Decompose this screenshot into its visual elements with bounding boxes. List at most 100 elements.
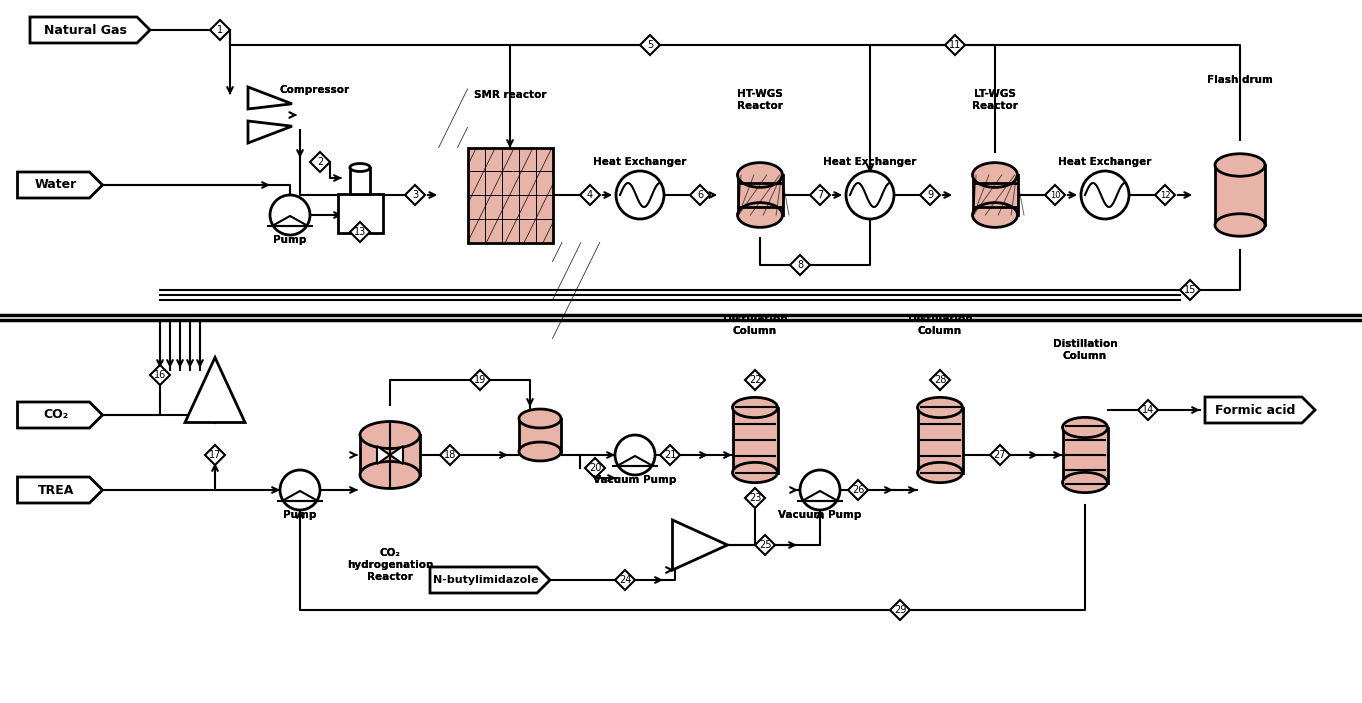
Polygon shape [1155,185,1175,205]
Text: SMR reactor: SMR reactor [474,90,546,100]
Text: CO₂: CO₂ [44,408,68,422]
Text: 20: 20 [588,463,601,473]
Polygon shape [810,185,829,205]
Polygon shape [755,535,775,555]
Polygon shape [470,370,490,390]
Polygon shape [1205,397,1314,423]
Text: Distillation
Column: Distillation Column [1053,340,1117,361]
Polygon shape [745,370,765,390]
Text: Distillation
Column: Distillation Column [1053,340,1117,361]
Polygon shape [640,35,661,55]
Text: 15: 15 [1184,285,1196,295]
Ellipse shape [972,202,1017,227]
Ellipse shape [519,409,561,428]
Polygon shape [440,445,460,465]
Polygon shape [661,445,680,465]
Text: CO₂
hydrogenation
Reactor: CO₂ hydrogenation Reactor [347,548,433,581]
Text: 11: 11 [949,40,962,50]
Polygon shape [405,185,425,205]
Circle shape [281,470,320,510]
Ellipse shape [737,202,783,227]
Text: HT-WGS
Reactor: HT-WGS Reactor [737,89,783,111]
Text: HT-WGS
Reactor: HT-WGS Reactor [737,89,783,111]
Text: Vacuum Pump: Vacuum Pump [778,510,862,520]
Bar [972,175,1017,215]
Ellipse shape [1215,214,1265,236]
Text: 12: 12 [1160,191,1170,200]
Ellipse shape [737,162,783,188]
Polygon shape [185,358,245,423]
Polygon shape [30,17,150,43]
Circle shape [616,171,665,219]
Text: SMR reactor: SMR reactor [474,90,546,100]
Bar [737,175,783,215]
Ellipse shape [733,397,778,418]
Polygon shape [390,446,403,464]
Ellipse shape [360,461,419,489]
Polygon shape [930,370,951,390]
Text: 21: 21 [663,450,676,460]
Polygon shape [248,121,291,143]
Polygon shape [849,480,868,500]
Text: 22: 22 [749,375,761,385]
Text: 19: 19 [474,375,486,385]
Polygon shape [210,20,230,40]
Ellipse shape [972,162,1017,188]
Polygon shape [802,491,838,501]
Text: Heat Exchanger: Heat Exchanger [594,157,686,167]
Text: Flash drum: Flash drum [1207,75,1273,85]
Polygon shape [1139,400,1158,420]
Text: 9: 9 [928,190,933,200]
Text: 13: 13 [354,227,366,237]
Text: 5: 5 [647,40,654,50]
Text: Natural Gas: Natural Gas [44,23,127,37]
Ellipse shape [519,442,561,461]
Polygon shape [691,185,710,205]
Text: Vacuum Pump: Vacuum Pump [594,475,677,485]
Text: Distillation
Column: Distillation Column [723,314,787,336]
Ellipse shape [1062,418,1107,438]
Polygon shape [790,255,810,275]
Polygon shape [1179,280,1200,300]
Text: 7: 7 [817,190,823,200]
Text: 17: 17 [208,450,221,460]
Bar [1062,427,1107,482]
Text: Flash drum: Flash drum [1207,75,1273,85]
Polygon shape [617,456,652,466]
Text: 1: 1 [217,25,223,35]
Ellipse shape [918,463,963,483]
Bar [733,408,778,472]
Polygon shape [919,185,940,205]
Polygon shape [350,222,370,242]
Text: Pump: Pump [283,510,317,520]
Text: 10: 10 [1050,191,1060,200]
Text: Heat Exchanger: Heat Exchanger [594,157,686,167]
Text: Vacuum Pump: Vacuum Pump [778,510,862,520]
Ellipse shape [733,463,778,483]
Text: Pump: Pump [274,235,306,245]
Text: 29: 29 [893,605,906,615]
Ellipse shape [350,164,370,172]
Bar [1215,165,1265,225]
Text: 26: 26 [851,485,864,495]
Text: 28: 28 [934,375,947,385]
Text: Water: Water [34,179,76,191]
Text: 6: 6 [697,190,703,200]
Text: 23: 23 [749,493,761,503]
Text: 24: 24 [618,575,631,585]
Polygon shape [311,152,330,172]
Bar [350,167,370,193]
Text: Heat Exchanger: Heat Exchanger [1058,157,1152,167]
Polygon shape [18,172,102,198]
Polygon shape [18,477,102,503]
Text: 27: 27 [994,450,1007,460]
Text: 8: 8 [797,260,804,270]
Circle shape [846,171,893,219]
Ellipse shape [360,422,419,449]
Text: 4: 4 [587,190,592,200]
Polygon shape [18,402,102,428]
Circle shape [270,195,311,235]
Text: Compressor: Compressor [281,85,350,95]
Bar [338,193,383,233]
Polygon shape [272,216,308,226]
